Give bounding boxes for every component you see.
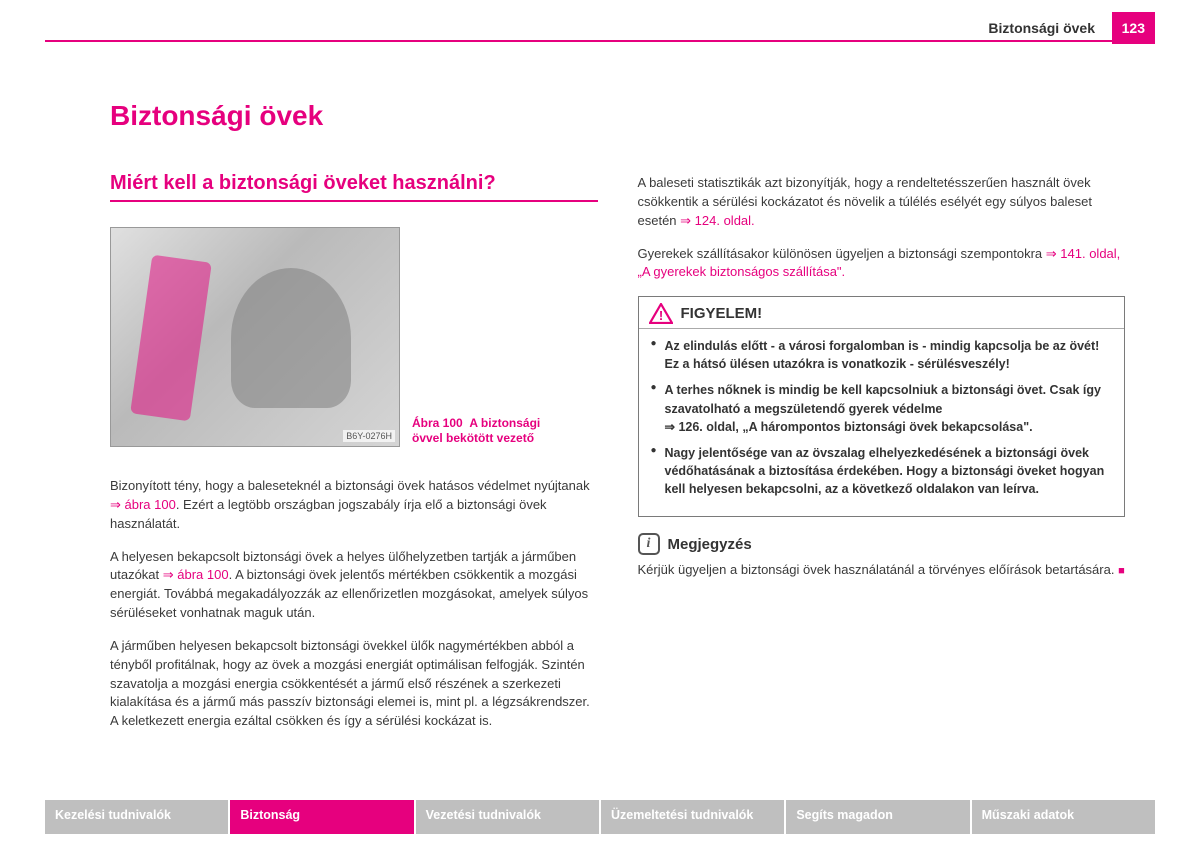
tab-uzemeltetesi[interactable]: Üzemeltetési tudnivalók	[601, 800, 786, 834]
warning-box: ! FIGYELEM! Az elindulás előtt - a város…	[638, 296, 1126, 517]
left-column: Biztonsági övek Miért kell a biztonsági …	[110, 100, 598, 745]
figure-caption-label: Ábra 100	[412, 416, 463, 430]
header-rule	[45, 40, 1155, 42]
tab-vezetesi[interactable]: Vezetési tudnivalók	[416, 800, 601, 834]
content-area: Biztonsági övek Miért kell a biztonsági …	[110, 100, 1125, 745]
info-icon: i	[638, 533, 660, 555]
note-header: i Megjegyzés	[638, 533, 1126, 555]
para-text: Gyerekek szállításakor különösen ügyelje…	[638, 246, 1046, 261]
note-title: Megjegyzés	[668, 536, 752, 553]
reference-link[interactable]: ⇒ 126. oldal, „A hárompontos biztonsági …	[665, 420, 1033, 434]
body-paragraph: A baleseti statisztikák azt bizonyítják,…	[638, 174, 1126, 231]
warning-item: Az elindulás előtt - a városi forgalomba…	[651, 337, 1113, 373]
body-paragraph: A helyesen bekapcsolt biztonsági övek a …	[110, 548, 598, 623]
tab-muszaki[interactable]: Műszaki adatok	[972, 800, 1155, 834]
header-title: Biztonsági övek	[988, 20, 1095, 36]
figure-block: B6Y-0276H Ábra 100 A biztonsági övvel be…	[110, 227, 598, 447]
warning-item-text: A terhes nőknek is mindig be kell kapcso…	[665, 383, 1101, 415]
body-paragraph: A járműben helyesen bekapcsolt biztonság…	[110, 637, 598, 731]
tab-biztonsag[interactable]: Biztonság	[230, 800, 415, 834]
reference-link[interactable]: ⇒ ábra 100	[110, 497, 176, 512]
reference-link[interactable]: ⇒ ábra 100	[163, 567, 229, 582]
warning-title: FIGYELEM!	[681, 305, 763, 322]
body-paragraph: Bizonyított tény, hogy a baleseteknél a …	[110, 477, 598, 534]
warning-header: ! FIGYELEM!	[639, 297, 1125, 329]
bottom-tabs: Kezelési tudnivalók Biztonság Vezetési t…	[45, 800, 1155, 834]
note-body: Kérjük ügyeljen a biztonsági övek haszná…	[638, 562, 1115, 577]
para-text: . Ezért a legtöbb országban jogszabály í…	[110, 497, 547, 531]
figure-caption: Ábra 100 A biztonsági övvel bekötött vez…	[412, 416, 562, 447]
warning-item: A terhes nőknek is mindig be kell kapcso…	[651, 381, 1113, 435]
figure-image: B6Y-0276H	[110, 227, 400, 447]
tab-segits[interactable]: Segíts magadon	[786, 800, 971, 834]
section-title: Miért kell a biztonsági öveket használni…	[110, 172, 598, 202]
chapter-title: Biztonsági övek	[110, 100, 598, 132]
figure-code: B6Y-0276H	[343, 430, 395, 442]
warning-item: Nagy jelentősége van az övszalag elhelye…	[651, 444, 1113, 498]
warning-list: Az elindulás előtt - a városi forgalomba…	[639, 329, 1125, 516]
tab-kezelesi[interactable]: Kezelési tudnivalók	[45, 800, 230, 834]
svg-text:!: !	[658, 308, 662, 323]
para-text: Bizonyított tény, hogy a baleseteknél a …	[110, 478, 590, 493]
end-marker-icon: ■	[1118, 565, 1125, 577]
reference-link[interactable]: ⇒ 124. oldal.	[680, 213, 755, 228]
warning-triangle-icon: !	[649, 303, 673, 324]
right-column: A baleseti statisztikák azt bizonyítják,…	[638, 100, 1126, 745]
body-paragraph: Gyerekek szállításakor különösen ügyelje…	[638, 245, 1126, 283]
note-text: Kérjük ügyeljen a biztonsági övek haszná…	[638, 561, 1126, 580]
